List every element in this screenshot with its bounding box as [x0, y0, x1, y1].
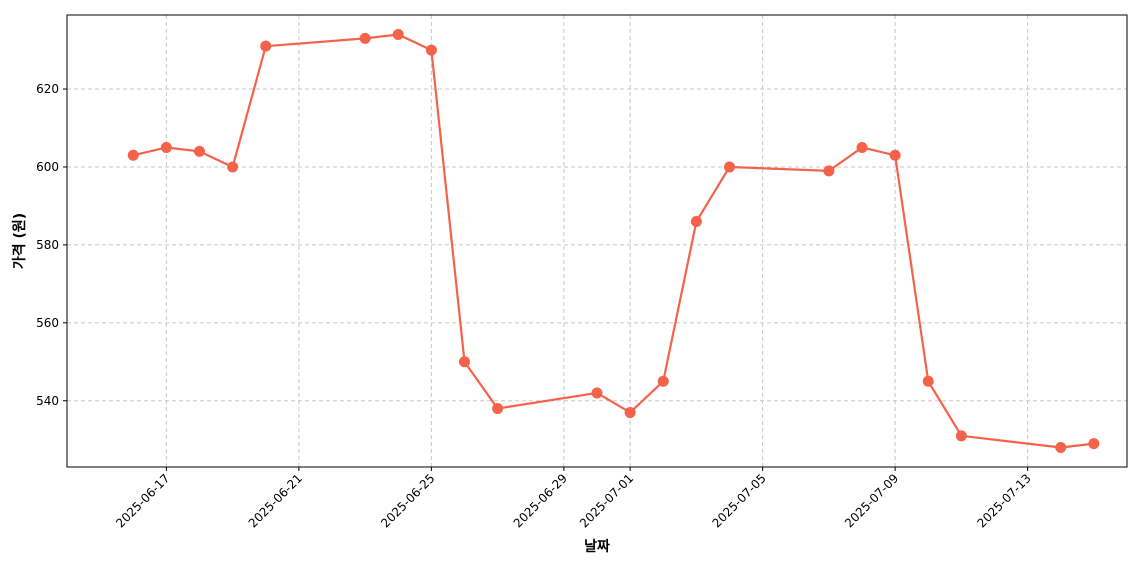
data-point [260, 40, 272, 52]
x-tick-label: 2025-07-09 [842, 471, 901, 530]
data-point [359, 32, 371, 44]
data-point [690, 216, 702, 228]
data-point [955, 430, 967, 442]
data-point [425, 44, 437, 56]
x-tick-label: 2025-06-29 [511, 471, 570, 530]
y-tick-label: 580 [36, 238, 59, 252]
data-point [1055, 442, 1067, 454]
data-point [194, 145, 205, 157]
data-point [127, 149, 139, 161]
data-point [1088, 438, 1100, 450]
data-point [227, 161, 239, 173]
x-tick-label: 2025-06-17 [113, 471, 172, 530]
grid [67, 15, 1127, 467]
x-tick-label: 2025-07-05 [710, 471, 769, 530]
data-point [492, 403, 504, 415]
data-point [459, 356, 470, 368]
data-point [889, 149, 901, 161]
data-point [392, 28, 404, 40]
data-point [160, 141, 172, 153]
x-tick-label: 2025-07-13 [975, 471, 1034, 530]
data-point [657, 375, 669, 387]
data-point [624, 406, 636, 418]
series-layer [127, 28, 1100, 454]
series-line [132, 33, 1095, 449]
x-tick-label: 2025-06-21 [246, 471, 305, 530]
data-point [823, 165, 835, 177]
data-point [591, 387, 603, 399]
y-tick-label: 600 [36, 160, 59, 174]
data-point [724, 161, 735, 173]
x-tick-label: 2025-06-25 [378, 471, 437, 530]
y-tick-label: 620 [36, 82, 59, 96]
data-point [856, 141, 868, 153]
data-point [922, 375, 934, 387]
y-tick-label: 540 [36, 394, 59, 408]
y-tick-label: 560 [36, 316, 59, 330]
x-axis-title: 날짜 [584, 539, 610, 555]
y-axis-title: 가격 (원) [11, 213, 28, 269]
x-tick-label: 2025-07-01 [577, 471, 636, 530]
plot-frame [66, 14, 1128, 468]
